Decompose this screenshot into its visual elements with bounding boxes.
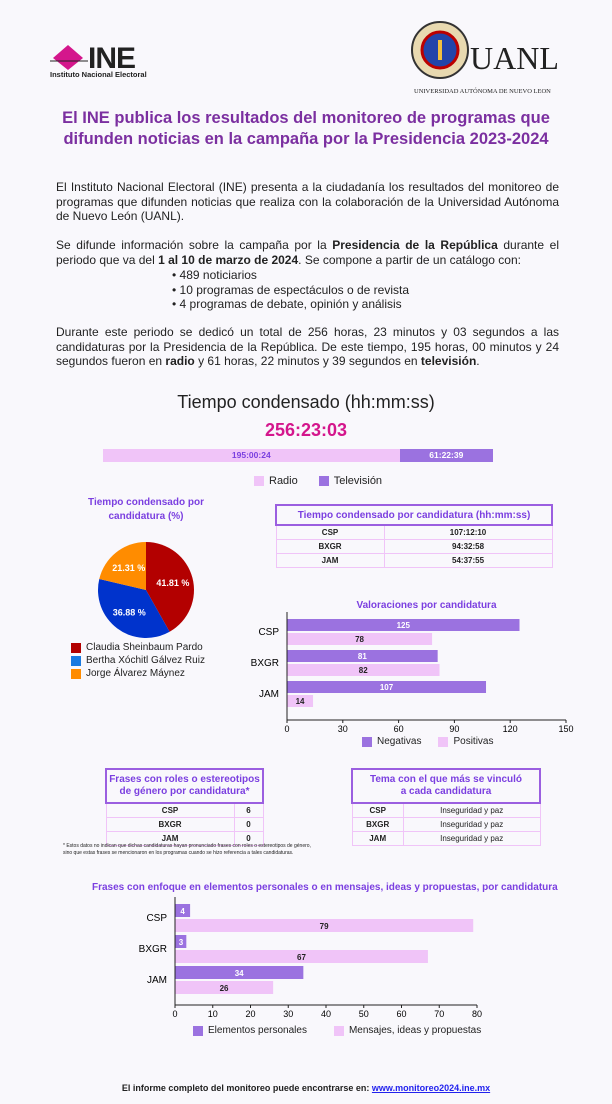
catalog-paragraph: Se difunde información sobre la campaña … — [56, 238, 559, 267]
bar — [175, 919, 474, 932]
phrases-bar-chart: CSP 4 79 BXGR 3 67 JAM 34 26 0 10 20 30 40 50 60 70 80 — [139, 897, 482, 1019]
tick-label: 50 — [359, 1009, 369, 1019]
bar — [175, 966, 304, 979]
time-chart-title: Tiempo condensado (hh:mm:ss) — [177, 392, 435, 412]
pie-slice — [146, 542, 194, 632]
list-item: • 489 noticiarios — [172, 268, 257, 282]
bar-value-label: 79 — [320, 922, 329, 931]
bar — [175, 935, 187, 948]
phrases-legend: Elementos personales Mensajes, ideas y p… — [193, 1025, 481, 1036]
footer: El informe completo del monitoreo puede … — [121, 1083, 491, 1093]
bar-value-label: 3 — [179, 938, 184, 947]
bar — [175, 981, 274, 994]
pie-slice — [98, 578, 170, 638]
category-label: BXGR — [139, 944, 167, 955]
ine-diamond-icon — [50, 45, 88, 70]
table-row: JAM 0 — [105, 830, 264, 846]
bar-television: 61:22:39 — [399, 449, 493, 462]
tick-label: 30 — [338, 724, 348, 734]
bar-value-label: 125 — [397, 621, 411, 630]
tick-label: 60 — [394, 724, 404, 734]
tick-label: 60 — [396, 1009, 406, 1019]
time-legend: Radio Televisión — [254, 475, 382, 487]
pie-legend: Claudia Sheinbaum Pardo Bertha Xóchitl G… — [71, 641, 205, 680]
pie-chart: 41.81 % 36.88 % 21.31 % — [98, 542, 194, 638]
bar — [175, 904, 191, 917]
uanl-logo: UANL UNIVERSIDAD AUTÓNOMA DE NUEVO LEON — [410, 18, 559, 95]
ratings-chart-title: Valoraciones por candidatura — [356, 600, 497, 611]
catalog-list: • 489 noticiarios • 10 programas de espe… — [172, 268, 409, 312]
bar-value-label: 81 — [358, 652, 367, 661]
bar — [287, 681, 487, 693]
gender-stereotypes-table: Frases con roles o estereotipos de género… — [105, 768, 264, 846]
legend-swatch-jam — [71, 668, 81, 679]
pie-label: 36.88 % — [113, 607, 146, 617]
tick-label: 80 — [472, 1009, 482, 1019]
list-item: • 10 programas de espectáculos o de revi… — [172, 282, 409, 297]
category-label: CSP — [146, 913, 167, 924]
ine-logo: INE Instituto Nacional Electoral — [50, 40, 175, 85]
intro-paragraph: El Instituto Nacional Electoral (INE) pr… — [56, 180, 559, 223]
bar-value-label: 26 — [220, 984, 229, 993]
page-title: El INE publica los resultados del monito… — [62, 109, 550, 148]
bar — [175, 950, 428, 963]
table-row: BXGR 0 — [105, 816, 264, 832]
legend-swatch-radio — [254, 476, 264, 486]
uanl-seal-icon — [411, 21, 469, 79]
tick-label: 40 — [321, 1009, 331, 1019]
bar — [287, 619, 520, 631]
tick-label: 120 — [503, 724, 518, 734]
bar-radio: 195:00:24 — [103, 449, 400, 462]
bar-value-label: 78 — [355, 635, 364, 644]
bar — [287, 633, 433, 645]
ratings-bar-chart: CSP 125 78 BXGR 81 82 JAM 107 14 0 30 60 90 120 150 — [251, 612, 574, 734]
bar-value-label: 107 — [380, 683, 394, 692]
tick-label: 30 — [283, 1009, 293, 1019]
time-paragraph: Durante este periodo se dedicó un total … — [56, 325, 559, 368]
tick-label: 0 — [284, 724, 289, 734]
legend-swatch-bxgr — [71, 655, 81, 666]
table-row: CSP 6 — [105, 802, 264, 818]
tick-label: 0 — [172, 1009, 177, 1019]
list-item: • 4 programas de debate, opinión y análi… — [172, 297, 402, 311]
bar-value-label: 67 — [297, 953, 306, 962]
bar-value-label: 34 — [235, 969, 244, 978]
pie-slice — [99, 542, 146, 590]
bar — [287, 650, 438, 662]
time-by-candidate-table: Tiempo condensado por candidatura (hh:mm… — [275, 504, 553, 568]
total-time: 256:23:03 — [264, 420, 348, 440]
table-row: JAM Inseguridad y paz — [351, 830, 541, 846]
table-row: BXGR 94:32:58 — [275, 538, 553, 554]
time-stacked-bar: 195:00:24 61:22:39 — [103, 449, 493, 462]
tick-label: 70 — [434, 1009, 444, 1019]
topic-table: Tema con el que más se vinculó a cada can… — [351, 768, 541, 846]
tick-label: 90 — [449, 724, 459, 734]
report-link[interactable]: www.monitoreo2024.ine.mx — [371, 1083, 491, 1093]
table-row: CSP 107:12:10 — [275, 524, 553, 540]
pie-title: Tiempo condensado por candidatura (%) — [88, 497, 204, 522]
category-label: JAM — [259, 689, 279, 700]
tick-label: 20 — [245, 1009, 255, 1019]
pie-label: 41.81 % — [156, 578, 189, 588]
category-label: CSP — [258, 627, 279, 638]
bar-value-label: 4 — [180, 907, 185, 916]
legend-swatch-csp — [71, 642, 81, 653]
bar — [287, 695, 314, 707]
table-row: JAM 54:37:55 — [275, 552, 553, 568]
table-row: CSP Inseguridad y paz — [351, 802, 541, 818]
footnote: * Estos datos no indican que dichas cand… — [63, 843, 311, 856]
phrases-chart-title: Frases con enfoque en elementos personal… — [92, 882, 558, 893]
bar — [287, 664, 440, 676]
bar-value-label: 82 — [359, 666, 368, 675]
ratings-legend: Negativas Positivas — [362, 736, 493, 747]
tick-label: 10 — [208, 1009, 218, 1019]
bar-value-label: 14 — [296, 697, 305, 706]
legend-swatch-tv — [318, 476, 329, 486]
tick-label: 150 — [558, 724, 573, 734]
table-row: BXGR Inseguridad y paz — [351, 816, 541, 832]
pie-label: 21.31 % — [112, 563, 145, 573]
category-label: BXGR — [251, 658, 279, 669]
category-label: JAM — [147, 975, 167, 986]
